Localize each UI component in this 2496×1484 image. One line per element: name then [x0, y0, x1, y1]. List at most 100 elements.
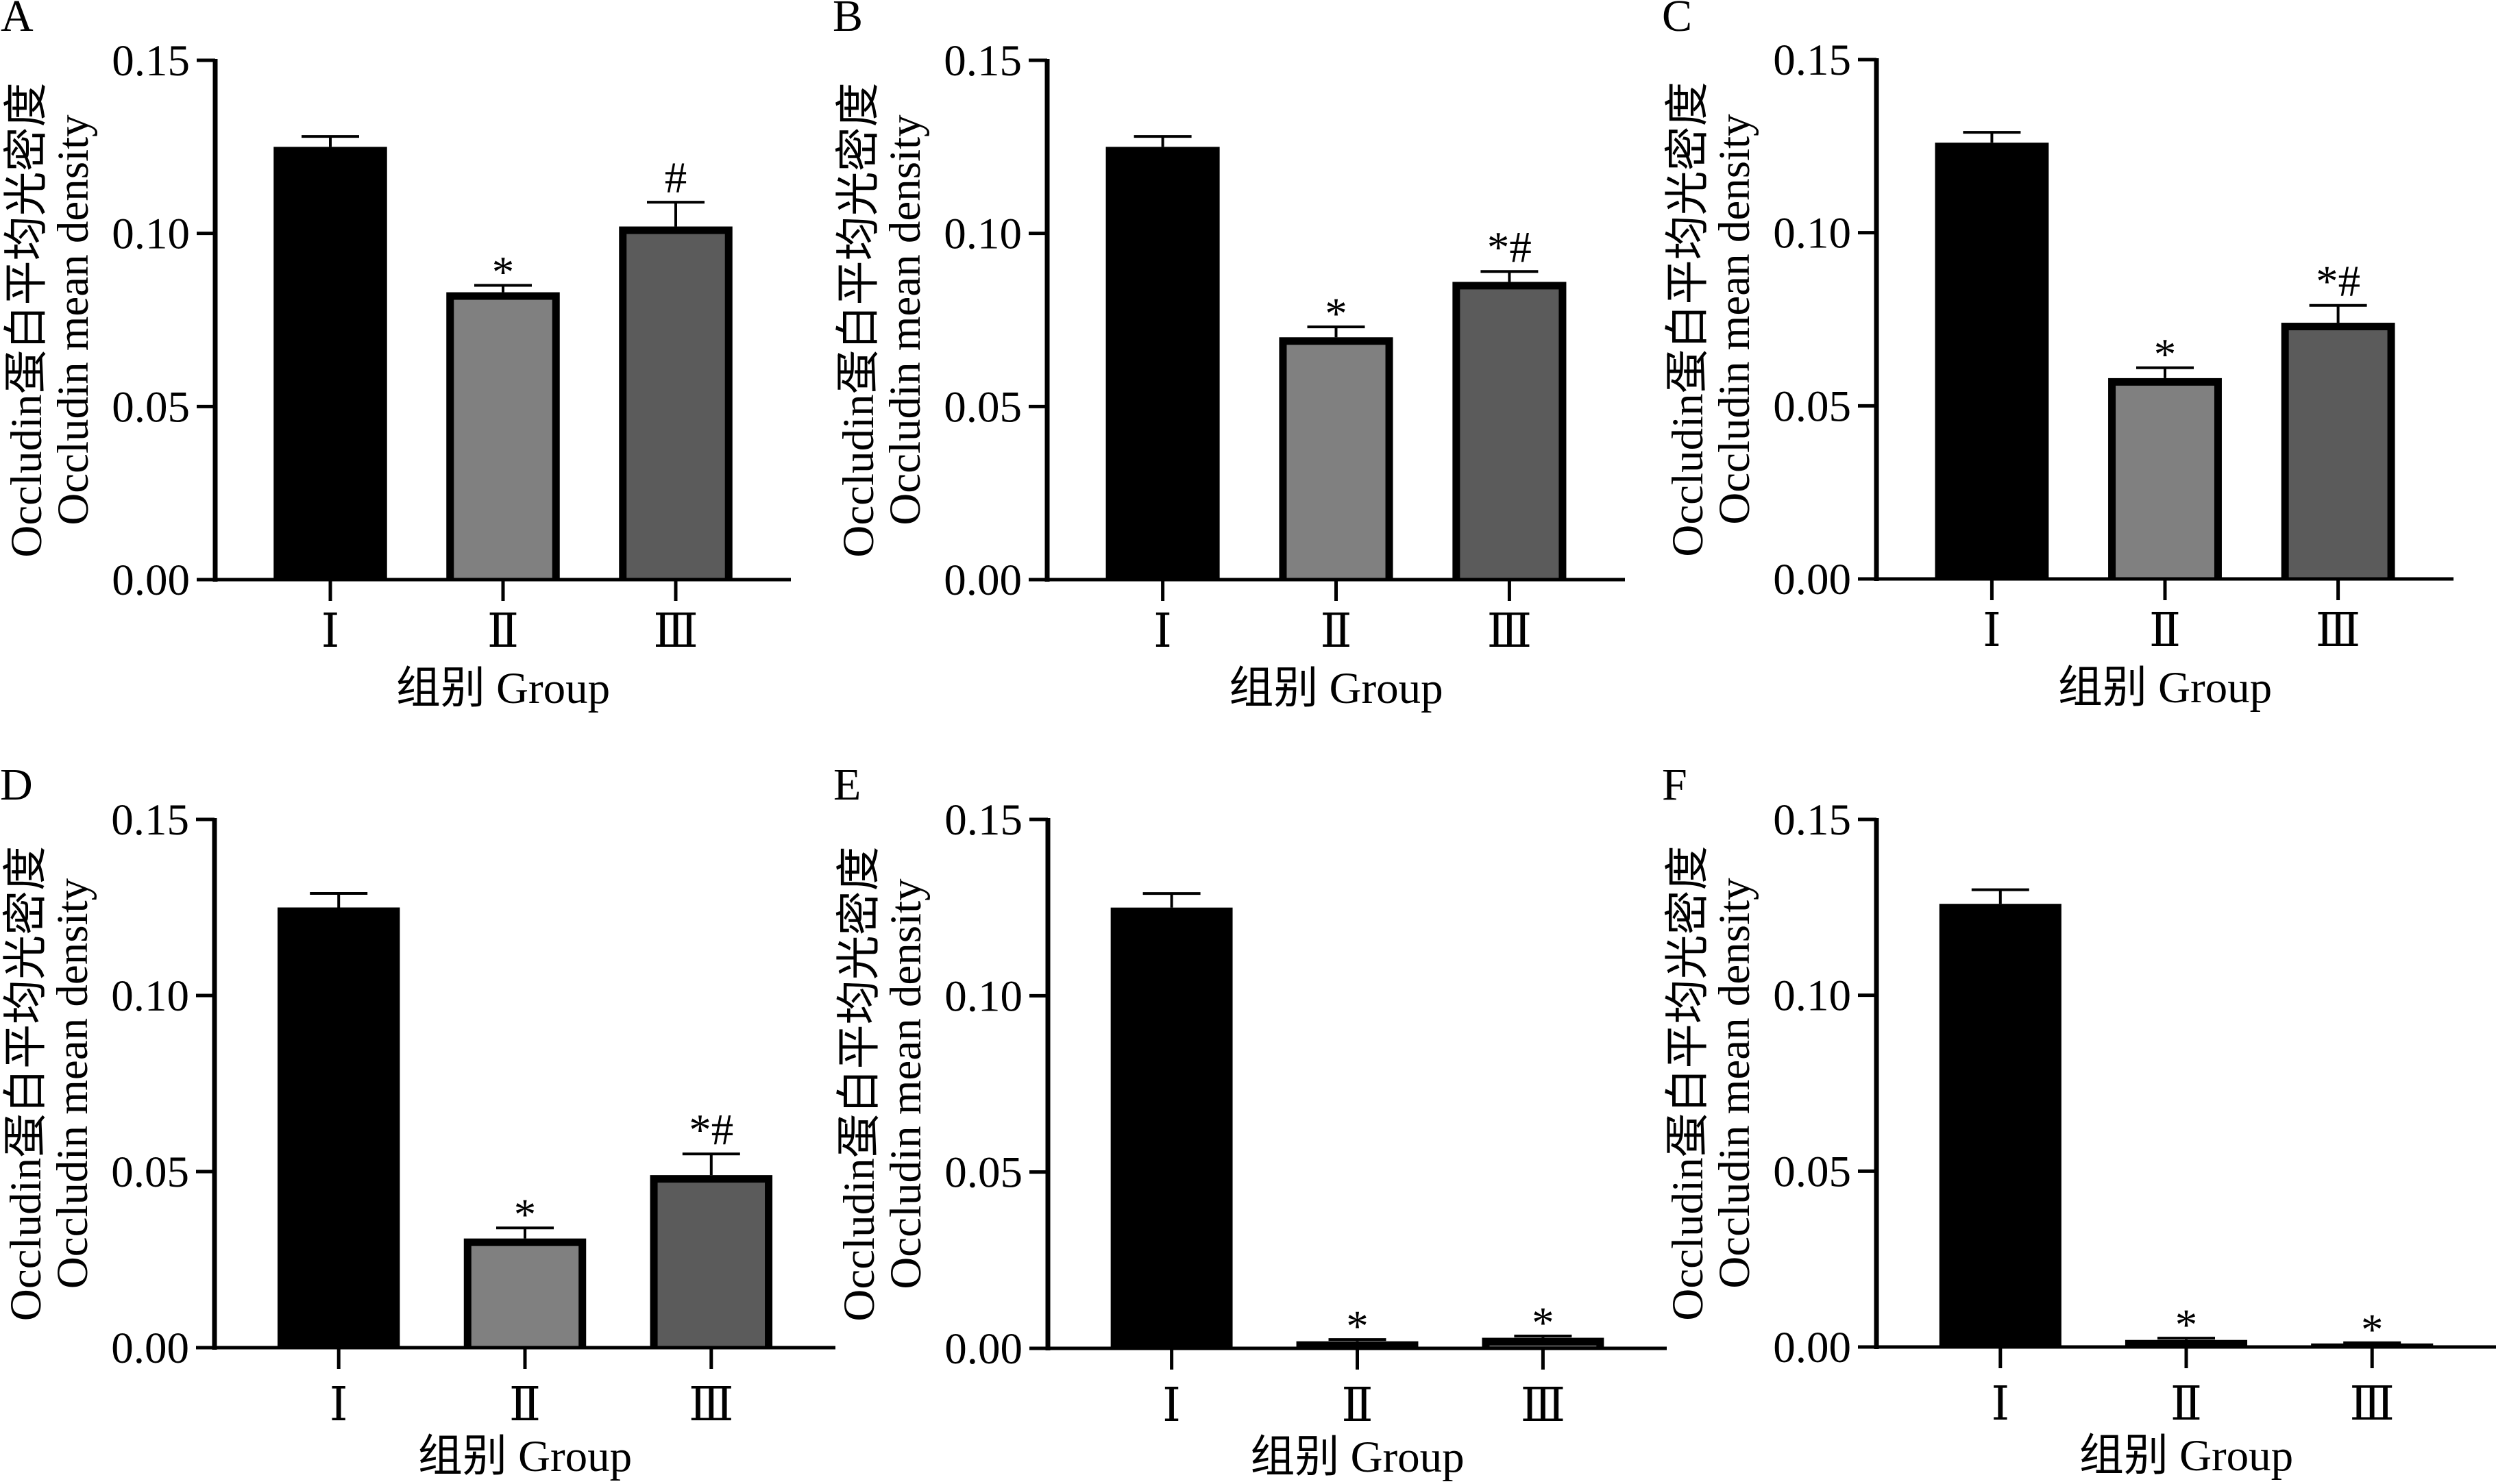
y-tick-label: 0.05: [1773, 382, 1851, 431]
y-axis-title-line-1: Occludin蛋白平均光密度: [834, 82, 883, 557]
y-tick-label: 0.10: [111, 972, 189, 1021]
y-axis-title-line-1: Occludin蛋白平均光密度: [2, 82, 51, 557]
x-tick-label: Ⅲ: [1487, 604, 1532, 658]
y-axis-title-line-2: Occludin mean density: [881, 114, 930, 525]
y-axis-title-line-1: Occludin蛋白平均光密度: [1663, 82, 1713, 556]
bar-group-2-fill: [1286, 345, 1386, 578]
y-tick-label: 0.15: [1773, 795, 1851, 845]
significance-marker: *: [1532, 1298, 1554, 1348]
x-axis-title: 组别 Group: [1229, 664, 1443, 713]
bar-group-1-fill: [1946, 911, 2054, 1346]
x-axis-title: 组别 Group: [1250, 1433, 1464, 1482]
bar-group-1-fill: [1942, 150, 2042, 578]
x-tick-label: Ⅰ: [330, 1378, 348, 1432]
y-tick-label: 0.05: [944, 1148, 1023, 1198]
bar-group-3-fill: [2288, 330, 2388, 578]
x-tick-label: Ⅲ: [689, 1378, 734, 1432]
x-axis-title: 组别 Group: [2079, 1431, 2293, 1481]
y-tick-label: 0.10: [112, 210, 190, 259]
y-axis-title-line-2: Occludin mean density: [48, 878, 97, 1289]
bar-group-2-fill: [471, 1246, 579, 1346]
y-axis-title-line-2: Occludin mean density: [881, 878, 931, 1289]
bar-group-3-fill: [657, 1183, 766, 1346]
panel-letter: C: [1662, 0, 1692, 41]
significance-marker: #: [665, 153, 687, 203]
bar-group-2-fill: [454, 299, 552, 578]
x-tick-label: Ⅰ: [1162, 1378, 1181, 1433]
y-tick-label: 0.10: [944, 210, 1022, 259]
significance-marker: *: [514, 1190, 537, 1239]
y-tick-label: 0.10: [944, 972, 1023, 1021]
bar-group-3-fill: [1460, 289, 1559, 578]
bar-group-1-fill: [1113, 154, 1212, 579]
bar-group-2-outline: [1296, 1341, 1419, 1348]
x-tick-label: Ⅲ: [2316, 604, 2361, 658]
y-tick-label: 0.15: [1773, 36, 1851, 85]
x-axis-title: 组别 Group: [2058, 663, 2272, 713]
bar-group-1-fill: [1118, 915, 1225, 1347]
x-tick-label: Ⅱ: [2170, 1377, 2202, 1431]
x-axis-title: 组别 Group: [418, 1432, 632, 1481]
significance-marker: *: [2154, 330, 2177, 380]
x-tick-label: Ⅰ: [1153, 604, 1172, 658]
significance-marker: *: [2175, 1300, 2198, 1350]
bar-group-3-outline: [2311, 1343, 2434, 1347]
y-tick-label: 0.15: [944, 36, 1022, 86]
y-axis-title-line-1: Occludin蛋白平均光密度: [1, 846, 51, 1321]
y-tick-label: 0.00: [944, 1324, 1023, 1374]
bar-group-3-fill: [626, 234, 725, 578]
x-tick-label: Ⅱ: [509, 1378, 541, 1432]
y-tick-label: 0.05: [112, 382, 190, 432]
x-tick-label: Ⅲ: [653, 604, 698, 658]
x-tick-label: Ⅱ: [1341, 1378, 1373, 1433]
y-axis-title-line-2: Occludin mean density: [49, 114, 98, 525]
x-tick-label: Ⅰ: [1991, 1377, 2009, 1431]
x-tick-label: Ⅰ: [321, 604, 340, 658]
bar-group-1-fill: [281, 154, 380, 579]
x-tick-label: Ⅱ: [2149, 604, 2181, 658]
y-tick-label: 0.00: [1773, 555, 1851, 604]
y-tick-label: 0.05: [1773, 1147, 1851, 1196]
x-tick-label: Ⅲ: [1521, 1378, 1566, 1433]
y-tick-label: 0.00: [111, 1324, 189, 1373]
significance-marker: *#: [2316, 257, 2360, 306]
significance-marker: *: [1325, 289, 1347, 338]
y-tick-label: 0.10: [1773, 209, 1851, 258]
x-tick-label: Ⅱ: [487, 604, 519, 658]
x-axis-title: 组别 Group: [396, 664, 610, 713]
x-tick-label: Ⅲ: [2349, 1377, 2395, 1431]
y-axis-title-line-2: Occludin mean density: [1710, 878, 1759, 1289]
bar-group-1-fill: [284, 915, 393, 1346]
y-axis-title-line-1: Occludin蛋白平均光密度: [1663, 845, 1713, 1320]
y-tick-label: 0.15: [112, 36, 190, 86]
y-tick-label: 0.05: [111, 1148, 189, 1197]
bar-group-2-fill: [2116, 385, 2214, 578]
y-tick-label: 0.05: [944, 382, 1022, 432]
y-axis-title-line-2: Occludin mean density: [1710, 114, 1759, 525]
bar-group-3-fill: [1489, 1345, 1597, 1347]
x-tick-label: Ⅰ: [1983, 604, 2001, 658]
y-tick-label: 0.15: [944, 795, 1023, 845]
significance-marker: *: [492, 247, 515, 297]
y-tick-label: 0.00: [1773, 1323, 1851, 1372]
y-tick-label: 0.00: [944, 556, 1022, 605]
significance-marker: *#: [1487, 223, 1532, 272]
y-tick-label: 0.15: [111, 795, 189, 845]
panel-letter: A: [1, 0, 34, 41]
y-tick-label: 0.00: [112, 556, 190, 605]
x-tick-label: Ⅱ: [1320, 604, 1351, 658]
bar-group-2-outline: [2125, 1339, 2248, 1347]
y-tick-label: 0.10: [1773, 972, 1851, 1021]
significance-marker: *: [1346, 1302, 1369, 1351]
panel-letter: B: [833, 0, 863, 41]
y-axis-title-line-1: Occludin蛋白平均光密度: [835, 846, 884, 1321]
significance-marker: *#: [689, 1105, 733, 1154]
panel-letter: F: [1662, 760, 1687, 810]
